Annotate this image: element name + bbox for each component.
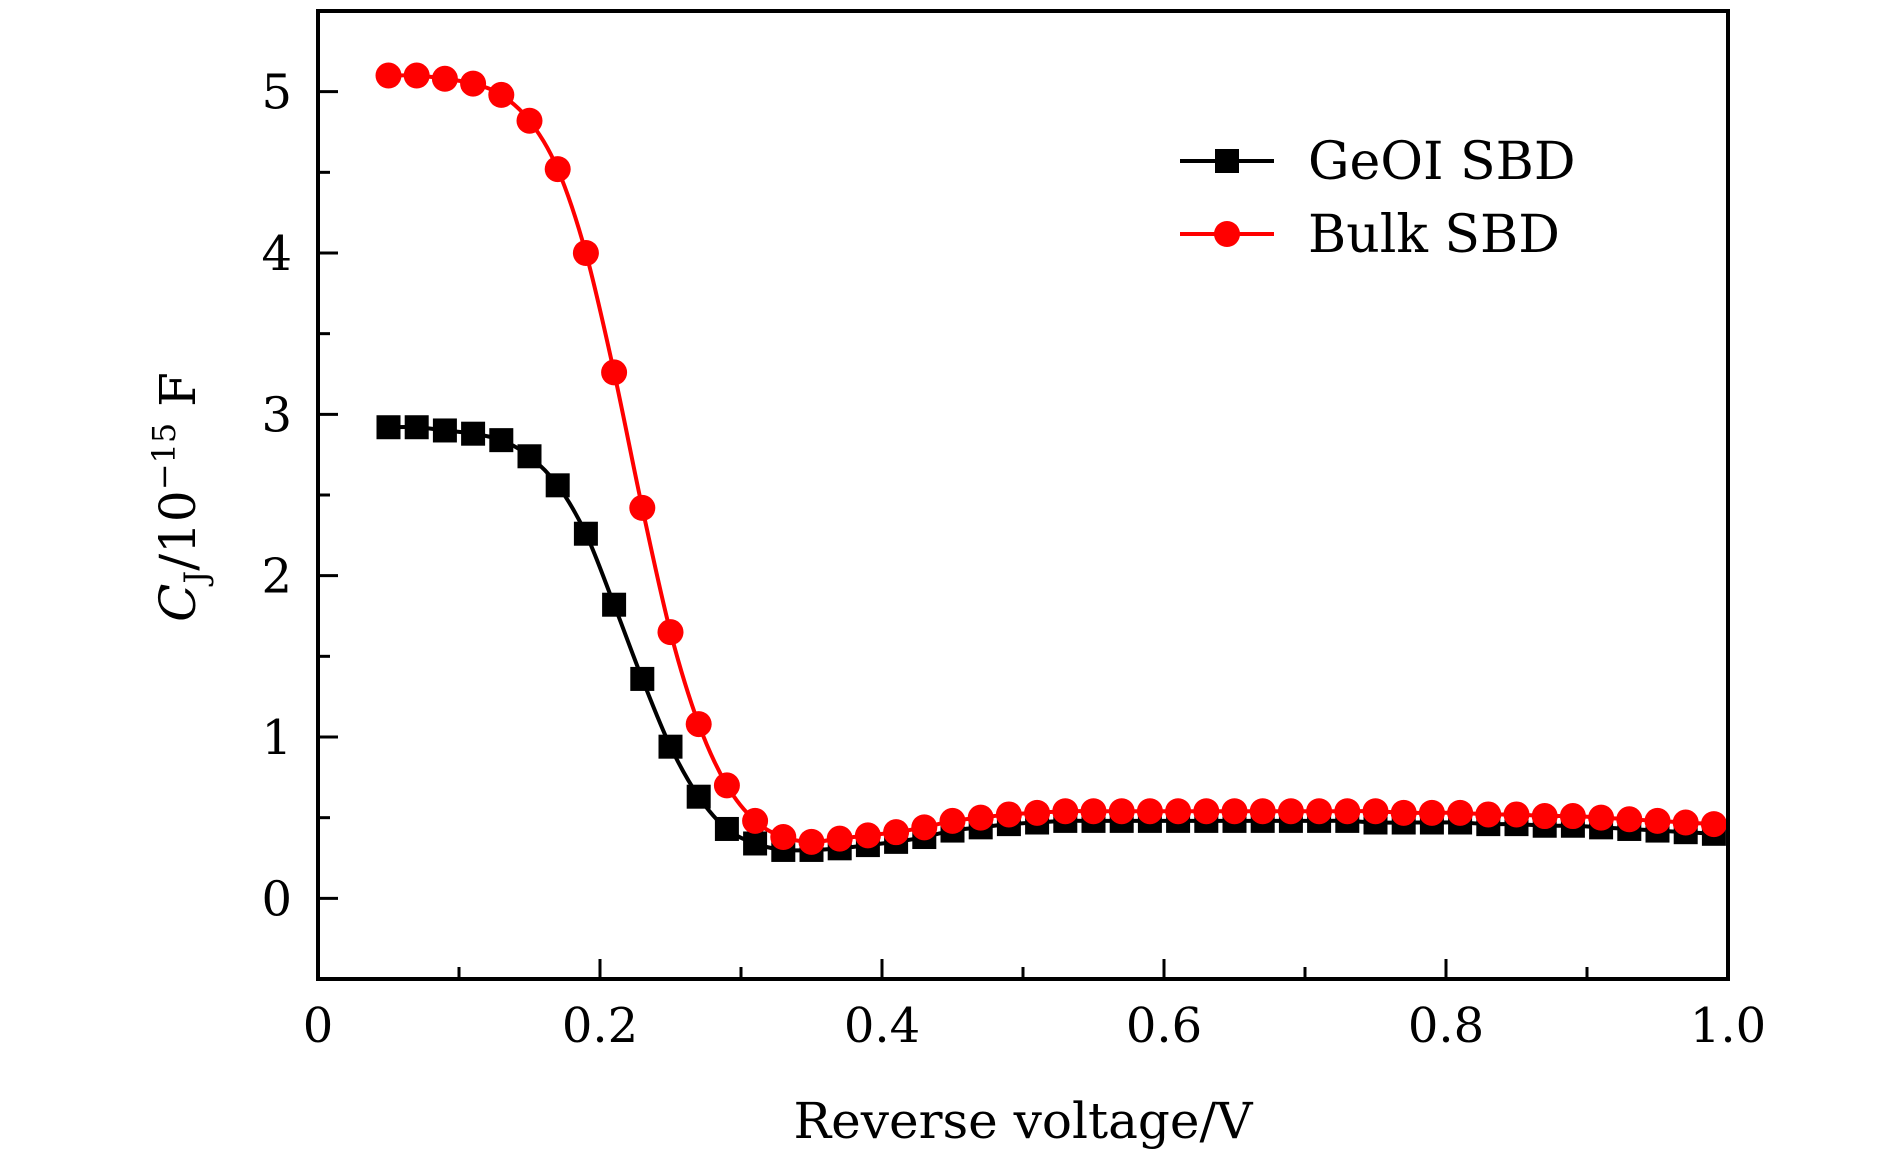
x-tick-label: 0 [303, 998, 334, 1054]
data-point [1052, 798, 1079, 825]
y-tick-label: 0 [261, 871, 292, 927]
y-axis-title-sup: −15 [145, 423, 183, 491]
data-point [461, 421, 486, 446]
y-tick-label: 2 [261, 549, 292, 605]
y-axis-title-main: C [149, 584, 207, 622]
legend: GeOI SBD Bulk SBD [1180, 132, 1576, 265]
data-point [1108, 798, 1135, 825]
data-point [573, 521, 598, 546]
data-point [826, 825, 853, 852]
series-layer [375, 62, 1727, 862]
data-point [714, 816, 739, 841]
data-point [911, 814, 938, 841]
data-point [602, 592, 627, 617]
data-point [1362, 798, 1389, 825]
data-point [883, 819, 910, 846]
data-point [1334, 798, 1361, 825]
data-point [1080, 798, 1107, 825]
data-point [1447, 799, 1474, 826]
x-tick-labels: 0 0.2 0.4 0.6 0.8 1.0 [303, 998, 1766, 1054]
data-point [404, 415, 429, 440]
data-point [1024, 799, 1051, 826]
data-point [1672, 809, 1699, 836]
data-point [1306, 798, 1333, 825]
data-point [489, 428, 514, 453]
series-line [388, 425, 1715, 853]
data-point [1559, 803, 1586, 830]
y-tick-label: 4 [261, 226, 292, 282]
data-point [376, 415, 401, 440]
series-geoi-sbd [376, 415, 1726, 862]
data-point [544, 156, 571, 183]
data-point [939, 807, 966, 834]
data-point [854, 822, 881, 849]
y-axis-title: CJ/10−15 F [145, 372, 215, 622]
data-point [1136, 798, 1163, 825]
y-tick-label: 3 [261, 387, 292, 443]
data-point [1221, 798, 1248, 825]
data-point [572, 240, 599, 266]
data-point [685, 711, 712, 738]
legend-marker-geoi [1215, 149, 1239, 173]
data-point [995, 801, 1022, 828]
data-point [629, 494, 656, 521]
data-point [742, 807, 769, 834]
data-point [431, 65, 458, 92]
data-point [1475, 801, 1502, 828]
data-point [1277, 798, 1304, 825]
data-point [488, 81, 515, 108]
data-point [1531, 803, 1558, 830]
data-point [1418, 799, 1445, 826]
data-point [686, 784, 711, 809]
data-point [1503, 801, 1530, 828]
x-tick-label: 0.6 [1126, 998, 1202, 1054]
data-point [403, 62, 430, 89]
series-bulk-sbd [375, 62, 1727, 855]
data-point [743, 831, 768, 856]
data-point [1193, 798, 1220, 825]
y-axis-title-unit: F [149, 372, 207, 423]
data-point [1249, 798, 1276, 825]
data-point [1616, 806, 1643, 833]
data-point [460, 70, 487, 97]
plot-frame [316, 9, 1730, 981]
data-point [713, 772, 740, 799]
data-point [375, 62, 402, 89]
data-point [1588, 804, 1615, 831]
x-tick-label: 0.4 [844, 998, 920, 1054]
legend-label-bulk: Bulk SBD [1308, 205, 1560, 265]
x-tick-label: 0.2 [562, 998, 638, 1054]
data-point [1165, 798, 1192, 825]
data-point [1390, 799, 1417, 826]
y-tick-label: 5 [261, 65, 292, 121]
data-point [432, 418, 457, 443]
data-point [658, 734, 683, 759]
data-point [630, 666, 655, 691]
legend-label-geoi: GeOI SBD [1308, 132, 1576, 192]
y-tick-labels: 0 1 2 3 4 5 [261, 65, 292, 928]
data-point [1700, 811, 1727, 838]
y-tick-label: 1 [261, 710, 292, 766]
data-point [601, 359, 628, 386]
x-tick-label: 0.8 [1408, 998, 1484, 1054]
data-point [770, 824, 797, 851]
data-point [545, 473, 570, 498]
data-point [516, 107, 543, 134]
y-axis-title-sub: J [177, 571, 215, 587]
x-axis-title: Reverse voltage/V [794, 1092, 1254, 1150]
data-point [967, 804, 994, 831]
data-point [517, 444, 542, 469]
data-point [1644, 807, 1671, 834]
data-point [798, 828, 825, 855]
data-point [657, 619, 684, 646]
y-axis-title-mid: /10 [149, 490, 207, 570]
legend-marker-bulk [1214, 221, 1240, 247]
x-tick-label: 1.0 [1690, 998, 1766, 1054]
